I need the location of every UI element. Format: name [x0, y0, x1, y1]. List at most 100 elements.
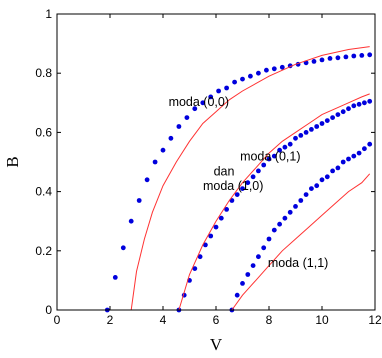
data-point	[192, 106, 198, 112]
data-point	[250, 263, 256, 268]
annotation-label: moda (0,1)	[240, 150, 300, 164]
y-tick-label: 0.2	[35, 244, 52, 258]
data-point	[224, 207, 230, 212]
data-point	[367, 98, 373, 104]
data-point	[120, 245, 126, 251]
data-point	[287, 209, 293, 215]
data-point	[213, 224, 219, 230]
theory-curve-3	[231, 173, 371, 311]
data-point	[200, 100, 206, 106]
data-point	[240, 186, 245, 192]
data-point	[208, 233, 214, 239]
data-point	[256, 254, 261, 260]
data-point	[314, 124, 320, 129]
data-point	[128, 218, 134, 224]
data-point	[346, 156, 351, 162]
data-point	[319, 57, 325, 63]
data-point	[298, 133, 304, 138]
data-point	[298, 198, 304, 203]
data-point	[266, 236, 272, 242]
data-point	[303, 130, 309, 135]
data-point	[359, 53, 365, 58]
data-point	[136, 198, 142, 203]
y-tick-label: 0	[45, 303, 52, 317]
data-point	[234, 292, 240, 298]
data-point	[256, 70, 261, 76]
x-tick-label: 10	[315, 313, 329, 327]
x-tick-label: 8	[266, 313, 273, 327]
data-point	[264, 67, 269, 73]
data-point	[293, 135, 298, 141]
data-point	[327, 56, 333, 61]
data-point	[152, 159, 158, 165]
x-tick-label: 12	[368, 313, 382, 327]
data-point	[224, 85, 230, 91]
data-point	[351, 153, 357, 159]
data-point	[261, 162, 267, 168]
annotation-label: moda (1,0)	[203, 179, 263, 193]
data-point	[309, 186, 314, 192]
data-point	[311, 59, 317, 64]
data-point	[266, 156, 272, 162]
x-tick-label: 6	[213, 313, 220, 327]
y-tick-label: 0.6	[35, 125, 52, 139]
x-axis-label: V	[210, 335, 223, 354]
data-point	[184, 115, 190, 120]
data-point	[277, 221, 282, 227]
data-point	[303, 192, 309, 198]
data-point	[261, 245, 267, 251]
data-point	[208, 94, 214, 100]
data-series-1	[104, 52, 373, 313]
data-point	[293, 204, 298, 209]
data-point	[250, 174, 256, 180]
data-point	[282, 144, 288, 150]
data-point	[330, 168, 335, 174]
data-point	[356, 101, 362, 107]
data-point	[245, 272, 251, 277]
data-point	[256, 168, 261, 174]
data-point	[335, 165, 341, 171]
data-point	[351, 53, 357, 59]
data-point	[330, 115, 335, 120]
x-tick-label: 2	[107, 313, 114, 327]
x-tick-label: 0	[54, 313, 61, 327]
x-tick-label: 4	[160, 313, 167, 327]
data-point	[324, 118, 330, 123]
data-point	[203, 242, 208, 248]
data-point	[324, 174, 330, 180]
theory-curve-2	[178, 93, 370, 311]
data-series-3	[229, 141, 373, 313]
data-point	[168, 135, 174, 141]
data-series-2	[176, 98, 373, 313]
data-point	[335, 112, 341, 117]
y-tick-label: 0.8	[35, 66, 52, 80]
data-point	[176, 124, 182, 129]
data-point	[362, 146, 367, 152]
data-point	[346, 106, 351, 112]
data-point	[216, 88, 222, 94]
data-point	[340, 109, 346, 115]
data-point	[197, 254, 203, 260]
data-marks	[104, 46, 373, 313]
data-point	[192, 266, 198, 271]
data-point	[160, 147, 166, 153]
data-point	[340, 159, 346, 165]
data-point	[367, 141, 373, 147]
data-point	[245, 180, 251, 186]
data-point	[144, 177, 150, 183]
annotation-label: dan	[214, 164, 235, 178]
y-tick-label: 0.4	[35, 185, 52, 199]
data-point	[309, 126, 314, 132]
data-point	[319, 121, 325, 126]
data-point	[271, 66, 277, 72]
data-point	[112, 275, 118, 280]
data-point	[356, 150, 362, 156]
data-point	[362, 100, 367, 106]
data-point	[234, 192, 240, 198]
data-point	[279, 64, 285, 70]
theory-curve-1	[130, 46, 370, 311]
data-point	[271, 153, 277, 159]
data-point	[343, 54, 349, 60]
data-point	[271, 227, 277, 233]
